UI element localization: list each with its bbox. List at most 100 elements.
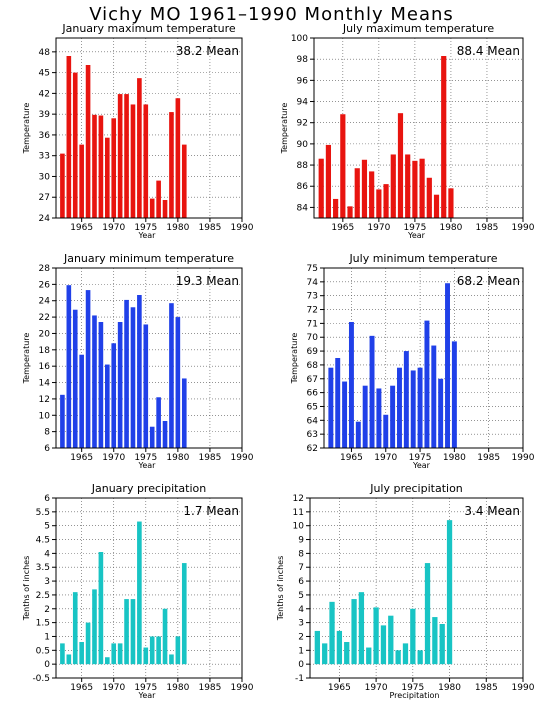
y-tick-label: 5 — [44, 522, 50, 532]
y-tick-label: 36 — [39, 131, 51, 141]
x-tick-label: 1965 — [340, 453, 363, 463]
plot-frame — [323, 267, 524, 449]
bar — [361, 159, 368, 218]
bar — [383, 414, 389, 448]
x-tick-label: 1990 — [512, 453, 535, 463]
bar — [60, 643, 65, 665]
bar — [376, 388, 382, 448]
bar — [85, 65, 91, 218]
bar — [169, 112, 174, 218]
y-tick-label: 67 — [307, 375, 318, 385]
bar — [426, 177, 432, 218]
bar — [340, 114, 346, 218]
bar — [344, 642, 350, 665]
y-axis-label: Temperature — [280, 103, 289, 155]
bar — [181, 378, 187, 448]
mean-label: 1.7 Mean — [183, 504, 239, 518]
y-tick-label: 26 — [39, 280, 51, 290]
bar — [432, 617, 438, 665]
bar — [369, 335, 375, 448]
mean-label: 88.4 Mean — [457, 44, 520, 58]
y-axis-label: Temperature — [22, 333, 31, 385]
mean-label: 38.2 Mean — [176, 44, 239, 58]
chart-title: January precipitation — [91, 482, 207, 495]
y-tick-label: 98 — [297, 55, 309, 65]
x-tick-label: 1965 — [70, 453, 93, 463]
y-tick-label: 63 — [307, 430, 318, 440]
bar — [98, 552, 104, 665]
page-title: Vichy MO 1961–1990 Monthly Means — [89, 4, 454, 25]
x-tick-label: 1975 — [401, 683, 424, 693]
bar — [441, 56, 447, 218]
x-tick-label: 1975 — [409, 453, 432, 463]
bar — [376, 189, 382, 218]
bar — [328, 367, 334, 448]
x-tick-label: 1970 — [367, 223, 390, 233]
x-tick-label: 1985 — [198, 683, 221, 693]
bar — [369, 171, 375, 218]
bar — [143, 324, 149, 448]
bar — [92, 114, 97, 218]
x-tick-label: 1990 — [512, 223, 535, 233]
bar — [72, 592, 78, 665]
bar — [149, 426, 155, 448]
bar — [181, 144, 187, 218]
bar — [149, 198, 155, 218]
x-tick-label: 1965 — [331, 223, 354, 233]
y-tick-label: 90 — [297, 140, 309, 150]
y-tick-label: 0 — [44, 660, 50, 670]
x-tick-label: 1980 — [438, 683, 461, 693]
bar — [72, 309, 78, 448]
x-tick-label: 1975 — [403, 223, 426, 233]
y-tick-label: 0.5 — [36, 646, 50, 656]
bar — [322, 643, 328, 665]
bar — [358, 592, 365, 665]
bar — [403, 351, 409, 448]
x-axis-label: Year — [412, 461, 431, 470]
bar — [79, 642, 84, 665]
y-tick-label: 88 — [297, 161, 309, 171]
y-tick-label: 8 — [44, 428, 50, 438]
mean-label: 19.3 Mean — [176, 274, 239, 288]
bar — [175, 98, 181, 218]
y-tick-label: 14 — [39, 379, 51, 389]
x-tick-label: 1970 — [374, 453, 397, 463]
chart-jan-precip: January precipitation 1965 1970 1975 1980 198… — [22, 482, 254, 700]
y-tick-label: 64 — [307, 416, 319, 426]
bar — [143, 104, 149, 218]
y-tick-label: 96 — [297, 76, 309, 86]
y-tick-label: 74 — [307, 278, 319, 288]
chart-title: January minimum temperature — [63, 252, 234, 265]
bar — [397, 113, 404, 218]
y-tick-label: 7 — [298, 563, 304, 573]
x-tick-label: 1975 — [134, 683, 157, 693]
x-tick-label: 1975 — [134, 453, 157, 463]
y-tick-label: 4 — [44, 549, 50, 559]
bar — [351, 599, 357, 665]
bar — [66, 285, 72, 448]
bar — [156, 397, 161, 448]
chart-jan-max: January maximum temperature 1965 1970 1975 1… — [22, 22, 254, 240]
mean-label: 68.2 Mean — [457, 274, 520, 288]
bar — [105, 657, 110, 665]
bar — [419, 158, 425, 218]
bar — [424, 563, 431, 665]
y-tick-label: 68 — [307, 361, 319, 371]
bar — [448, 188, 454, 218]
bar — [181, 563, 187, 665]
y-tick-label: 10 — [39, 411, 51, 421]
bar — [451, 341, 457, 448]
x-tick-label: 1975 — [134, 223, 157, 233]
y-tick-label: 8 — [298, 549, 304, 559]
y-tick-label: 92 — [297, 119, 308, 129]
y-tick-label: 5.5 — [36, 508, 50, 518]
bar — [98, 115, 104, 218]
bar — [117, 322, 123, 448]
chart-jan-min: January minimum temperature 1965 1970 1975 1… — [22, 252, 254, 470]
x-tick-label: 1965 — [328, 683, 351, 693]
bar — [410, 608, 416, 665]
bar — [60, 394, 65, 448]
x-tick-label: 1965 — [70, 223, 93, 233]
bar — [105, 364, 110, 448]
